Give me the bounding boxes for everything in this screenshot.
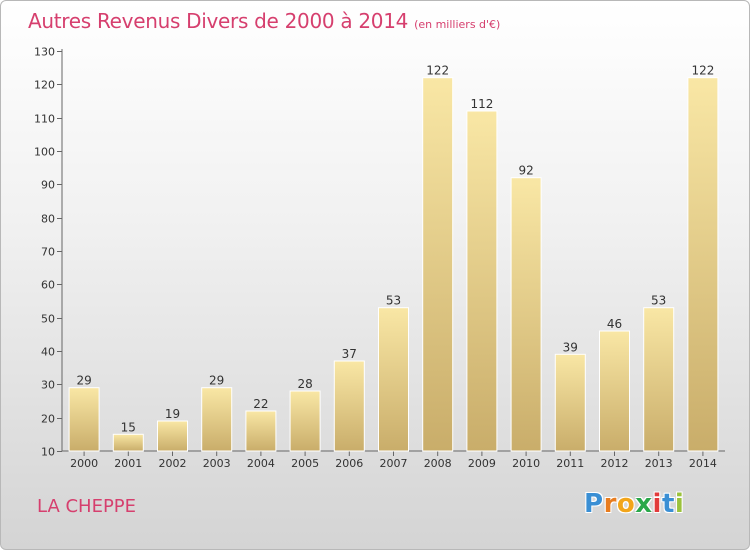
y-tick-label: 20 bbox=[41, 413, 55, 426]
bar-2013 bbox=[643, 307, 675, 452]
data-label-2001: 15 bbox=[121, 420, 136, 434]
y-tick-label: 70 bbox=[41, 246, 55, 259]
x-tick-label: 2011 bbox=[556, 457, 584, 470]
x-tick-label: 2009 bbox=[468, 457, 496, 470]
y-tick-label: 40 bbox=[41, 346, 55, 359]
y-tick-label: 120 bbox=[34, 79, 55, 92]
y-tick-label: 30 bbox=[41, 379, 55, 392]
logo-letter: P bbox=[584, 489, 604, 519]
logo-letter: t bbox=[661, 489, 675, 519]
bar-2001 bbox=[112, 433, 144, 452]
x-tick-label: 2008 bbox=[424, 457, 452, 470]
x-tick-label: 2014 bbox=[689, 457, 717, 470]
bar-2006 bbox=[333, 360, 365, 452]
bar-2004 bbox=[245, 410, 277, 452]
logo-letter: r bbox=[603, 489, 617, 519]
logo-letter: i bbox=[652, 489, 662, 519]
y-tick-label: 130 bbox=[34, 46, 55, 59]
bar-2000 bbox=[68, 387, 100, 452]
chart-axes: 10 20 30 40 50 60 70 80 90 100 110 120 130 2000 2001 20… bbox=[34, 46, 725, 470]
x-tick-label: 2004 bbox=[247, 457, 275, 470]
x-tick-label: 2001 bbox=[114, 457, 142, 470]
bar-2003 bbox=[201, 387, 233, 452]
data-label-2013: 53 bbox=[651, 294, 666, 308]
y-tick-label: 60 bbox=[41, 279, 55, 292]
chart-data-labels: 29 15 19 29 22 28 37 53 122 112 92 39 46 53 122 bbox=[76, 64, 714, 435]
data-label-2010: 92 bbox=[518, 164, 533, 178]
data-label-2011: 39 bbox=[563, 340, 578, 354]
x-tick-label: 2010 bbox=[512, 457, 540, 470]
bar-2012 bbox=[599, 330, 630, 452]
x-tick-label: 2002 bbox=[159, 457, 187, 470]
chart-title-text: Autres Revenus Divers de 2000 à 2014 bbox=[28, 9, 409, 33]
bar-2014 bbox=[687, 77, 719, 452]
bar-2005 bbox=[289, 390, 321, 452]
data-label-2008: 122 bbox=[426, 64, 449, 78]
y-tick-label: 100 bbox=[34, 146, 55, 159]
data-label-2014: 122 bbox=[691, 64, 714, 78]
chart-subtitle: (en milliers d'€) bbox=[414, 18, 501, 31]
bar-2007 bbox=[378, 307, 409, 452]
data-label-2009: 112 bbox=[470, 97, 493, 111]
data-label-2002: 19 bbox=[165, 407, 180, 421]
data-label-2007: 53 bbox=[386, 294, 401, 308]
x-tick-label: 2007 bbox=[380, 457, 408, 470]
data-label-2003: 29 bbox=[209, 374, 224, 388]
proxiti-logo: Proxiti bbox=[584, 489, 684, 519]
data-label-2000: 29 bbox=[76, 374, 91, 388]
x-tick-label: 2006 bbox=[335, 457, 363, 470]
logo-letter: i bbox=[674, 489, 685, 519]
data-label-2006: 37 bbox=[342, 347, 357, 361]
logo-letter: o bbox=[616, 489, 636, 519]
bar-2008 bbox=[422, 77, 454, 452]
x-tick-label: 2005 bbox=[291, 457, 319, 470]
x-tick-label: 2000 bbox=[70, 457, 98, 470]
data-label-2005: 28 bbox=[297, 377, 312, 391]
bar-2010 bbox=[510, 177, 542, 452]
y-tick-label: 90 bbox=[41, 179, 55, 192]
bar-2011 bbox=[554, 353, 586, 452]
chart-bars bbox=[68, 77, 719, 452]
x-tick-label: 2012 bbox=[601, 457, 629, 470]
y-tick-label: 10 bbox=[41, 446, 55, 459]
chart-title: Autres Revenus Divers de 2000 à 2014 (en … bbox=[28, 9, 500, 33]
x-tick-label: 2003 bbox=[203, 457, 231, 470]
y-tick-label: 80 bbox=[41, 213, 55, 226]
data-label-2012: 46 bbox=[607, 317, 622, 331]
y-tick-label: 110 bbox=[34, 113, 55, 126]
logo-letter: x bbox=[635, 489, 653, 519]
bar-2002 bbox=[157, 420, 188, 452]
data-label-2004: 22 bbox=[253, 397, 268, 411]
place-name: LA CHEPPE bbox=[37, 496, 137, 517]
bar-2009 bbox=[466, 110, 498, 452]
y-tick-label: 50 bbox=[41, 313, 55, 326]
x-tick-label: 2013 bbox=[645, 457, 673, 470]
